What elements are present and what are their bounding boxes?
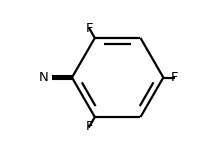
Text: F: F [171, 71, 178, 84]
Text: F: F [85, 22, 93, 35]
Text: F: F [85, 120, 93, 133]
Text: N: N [39, 71, 48, 84]
